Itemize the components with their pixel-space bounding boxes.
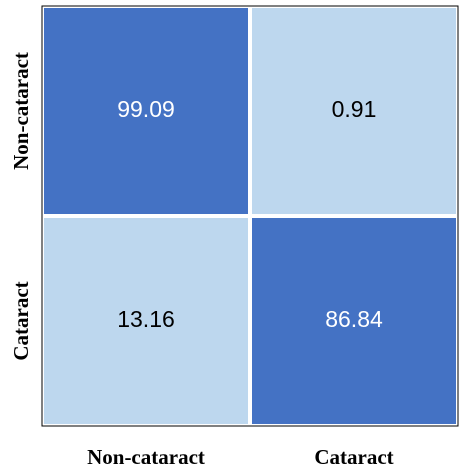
cell-value: 86.84 (325, 306, 383, 332)
x-tick-label: Non-cataract (87, 445, 205, 469)
heatmap-cell (44, 8, 248, 214)
heatmap-cell (44, 218, 248, 424)
cell-value: 13.16 (117, 306, 175, 332)
y-tick-label: Cataract (9, 281, 33, 360)
x-tick-label: Cataract (314, 445, 393, 469)
heatmap-cell (252, 218, 456, 424)
heatmap-cell (252, 8, 456, 214)
plot-border (41, 5, 459, 427)
cell-value: 99.09 (117, 96, 175, 122)
cell-value: 0.91 (332, 96, 377, 122)
y-tick-label: Non-cataract (9, 52, 33, 170)
